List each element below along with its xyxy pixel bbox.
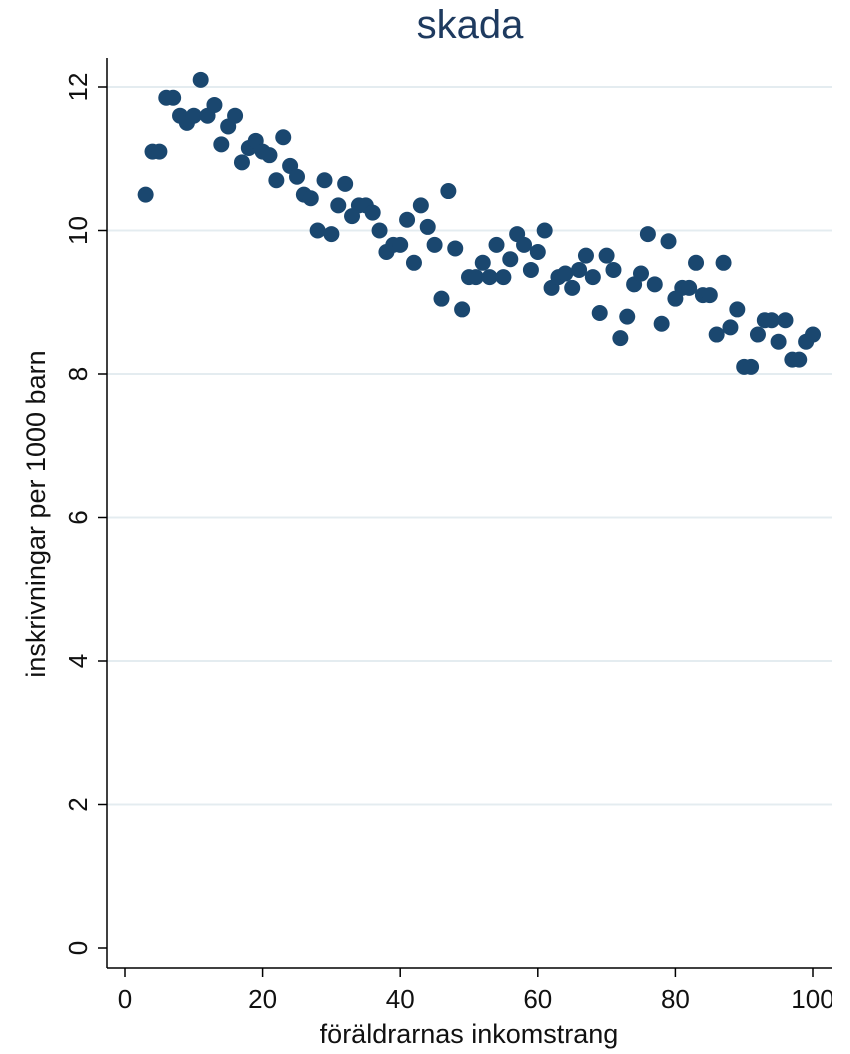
data-point <box>392 236 409 253</box>
data-point <box>206 96 223 113</box>
y-tick-label-4: 4 <box>63 654 93 668</box>
data-point <box>529 244 546 261</box>
data-point <box>571 261 588 278</box>
data-point <box>681 279 698 296</box>
data-point <box>412 197 429 214</box>
data-point <box>763 312 780 329</box>
x-tick-label-80: 80 <box>661 984 690 1014</box>
data-point <box>688 254 705 271</box>
x-tick-label-0: 0 <box>118 984 132 1014</box>
data-point <box>577 247 594 264</box>
y-tick-label-12: 12 <box>63 73 93 102</box>
data-point <box>309 222 326 239</box>
data-point <box>433 290 450 307</box>
data-point <box>715 254 732 271</box>
data-point <box>653 315 670 332</box>
data-point <box>646 276 663 293</box>
data-point <box>536 222 553 239</box>
data-point <box>701 287 718 304</box>
data-point <box>708 326 725 343</box>
data-point <box>639 226 656 243</box>
data-point <box>371 222 388 239</box>
axis-ticks: 0 2 4 6 8 10 12 0 20 40 60 80 100 <box>63 73 834 1014</box>
x-tick-label-100: 100 <box>791 984 834 1014</box>
chart-title: skada <box>417 3 524 47</box>
y-tick-label-2: 2 <box>63 797 93 811</box>
data-point <box>743 358 760 375</box>
data-point <box>619 308 636 325</box>
data-point <box>557 265 574 282</box>
data-point <box>598 247 615 264</box>
data-point <box>749 326 766 343</box>
data-point <box>268 172 285 189</box>
data-point <box>805 326 821 343</box>
data-point <box>261 147 278 164</box>
data-point <box>192 71 209 88</box>
data-point <box>522 261 539 278</box>
data-point <box>467 269 484 286</box>
data-point <box>612 330 629 347</box>
data-point <box>447 240 464 257</box>
data-point <box>137 186 154 203</box>
data-point <box>440 183 457 200</box>
data-point <box>426 236 443 253</box>
data-points <box>137 71 821 375</box>
data-point <box>399 211 416 228</box>
data-point <box>213 136 230 153</box>
data-point <box>302 190 319 207</box>
data-point <box>729 301 746 318</box>
y-tick-label-6: 6 <box>63 510 93 524</box>
data-point <box>564 279 581 296</box>
data-point <box>605 261 622 278</box>
y-tick-label-10: 10 <box>63 216 93 245</box>
data-point <box>474 254 491 271</box>
data-point <box>289 168 305 185</box>
data-point <box>502 251 519 268</box>
data-point <box>337 175 354 192</box>
x-tick-label-20: 20 <box>248 984 277 1014</box>
x-tick-label-40: 40 <box>386 984 415 1014</box>
data-point <box>233 154 250 171</box>
y-axis-label: inskrivningar per 1000 barn <box>21 350 51 677</box>
data-point <box>770 333 787 350</box>
data-point <box>151 143 168 160</box>
data-point <box>185 107 202 124</box>
data-point <box>722 319 739 336</box>
data-point <box>791 351 808 368</box>
data-point <box>495 269 512 286</box>
data-point <box>633 265 649 282</box>
y-tick-label-8: 8 <box>63 367 93 381</box>
data-point <box>481 269 498 286</box>
data-point <box>419 218 436 235</box>
data-point <box>591 305 608 322</box>
grid-lines <box>107 86 832 806</box>
axes <box>106 58 832 969</box>
y-tick-label-0: 0 <box>63 941 93 955</box>
data-point <box>454 301 471 318</box>
data-point <box>227 107 244 124</box>
data-point <box>660 233 677 250</box>
data-point <box>330 197 347 214</box>
data-point <box>323 226 340 243</box>
x-tick-label-60: 60 <box>523 984 552 1014</box>
data-point <box>364 204 381 221</box>
data-point <box>488 236 505 253</box>
data-point <box>316 172 333 189</box>
data-point <box>777 312 794 329</box>
data-point <box>405 254 422 271</box>
x-axis-label: föräldrarnas inkomstrang <box>320 1019 619 1049</box>
data-point <box>275 129 292 146</box>
data-point <box>516 236 533 253</box>
data-point <box>165 89 182 106</box>
data-point <box>584 269 601 286</box>
